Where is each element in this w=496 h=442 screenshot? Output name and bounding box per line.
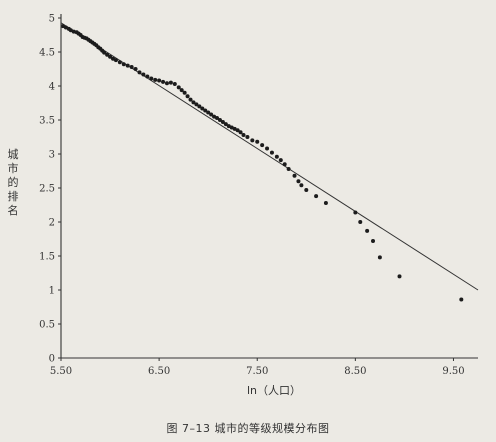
- data-point: [459, 297, 464, 302]
- data-point: [292, 173, 297, 178]
- data-point: [358, 220, 363, 224]
- data-point: [223, 122, 228, 127]
- data-point: [260, 143, 265, 148]
- x-tick-label: 9.50: [442, 366, 464, 377]
- data-point: [102, 50, 107, 55]
- data-point: [125, 63, 130, 68]
- data-point: [353, 210, 358, 215]
- tick-layer: 0 0.5 1 1.5 2 2.5 3 3.5 4 4.5 5 5.50 6.50 7.50 8.50 9.5…: [39, 14, 465, 378]
- data-point: [255, 139, 260, 144]
- data-point: [220, 120, 225, 125]
- data-point: [323, 200, 328, 205]
- y-tick-label: 1: [49, 286, 55, 297]
- data-point: [164, 81, 169, 86]
- data-point: [397, 274, 402, 279]
- data-point: [304, 188, 309, 193]
- y-tick-label: 4: [49, 82, 55, 93]
- data-point: [274, 154, 279, 159]
- data-point: [141, 72, 146, 77]
- data-point: [282, 162, 287, 167]
- data-point: [191, 100, 196, 105]
- data-point: [129, 64, 134, 69]
- data-point: [238, 130, 243, 135]
- data-point: [209, 112, 214, 117]
- data-point: [149, 76, 154, 81]
- y-tick-label: 4.5: [39, 48, 55, 59]
- y-tick-label: 3: [49, 150, 55, 161]
- y-tick-label: 0.5: [39, 320, 55, 331]
- data-point: [371, 239, 376, 244]
- data-point: [137, 70, 142, 75]
- data-point: [117, 60, 122, 65]
- data-point: [299, 183, 304, 188]
- data-point: [108, 54, 113, 59]
- data-point: [121, 62, 126, 67]
- data-point: [168, 80, 173, 85]
- x-tick-label: 6.50: [148, 366, 170, 377]
- data-point: [200, 106, 205, 111]
- data-point: [278, 158, 283, 163]
- data-point: [314, 194, 319, 199]
- data-point: [188, 97, 193, 102]
- data-point: [185, 94, 190, 99]
- data-point: [197, 104, 202, 109]
- data-point: [176, 85, 181, 90]
- data-point: [377, 255, 382, 260]
- y-tick-label: 0: [49, 354, 55, 365]
- data-point: [250, 138, 255, 143]
- data-point: [113, 58, 118, 63]
- data-point: [203, 108, 208, 113]
- data-point: [161, 79, 166, 84]
- y-tick-label: 2.5: [39, 184, 55, 195]
- data-point: [172, 81, 177, 86]
- data-point: [157, 78, 162, 83]
- x-tick-label: 5.50: [50, 366, 72, 377]
- data-point: [182, 90, 187, 95]
- data-point: [296, 179, 301, 184]
- data-point: [179, 88, 184, 93]
- data-point: [286, 166, 291, 171]
- points-layer: [60, 24, 464, 302]
- data-point: [206, 110, 211, 115]
- data-point: [105, 52, 110, 57]
- y-tick-label: 5: [49, 14, 55, 25]
- data-point: [365, 228, 370, 233]
- x-tick-label: 8.50: [344, 366, 366, 377]
- data-point: [235, 128, 240, 133]
- data-point: [194, 102, 199, 107]
- y-tick-label: 1.5: [39, 252, 55, 263]
- y-axis-label: 城市的排名: [7, 148, 19, 217]
- data-point: [145, 74, 150, 79]
- data-point: [215, 115, 220, 120]
- data-point: [133, 67, 138, 71]
- x-tick-label: 7.50: [246, 366, 268, 377]
- x-axis-label: ln（人口）: [246, 384, 302, 397]
- data-point: [153, 77, 158, 82]
- data-point: [245, 135, 250, 139]
- data-point: [241, 132, 246, 137]
- data-point: [269, 150, 274, 155]
- data-point: [265, 146, 270, 151]
- y-tick-label: 2: [49, 218, 55, 229]
- figure-caption: 图 7–13 城市的等级规模分布图: [166, 422, 330, 435]
- y-tick-label: 3.5: [39, 116, 55, 127]
- data-point: [217, 118, 222, 122]
